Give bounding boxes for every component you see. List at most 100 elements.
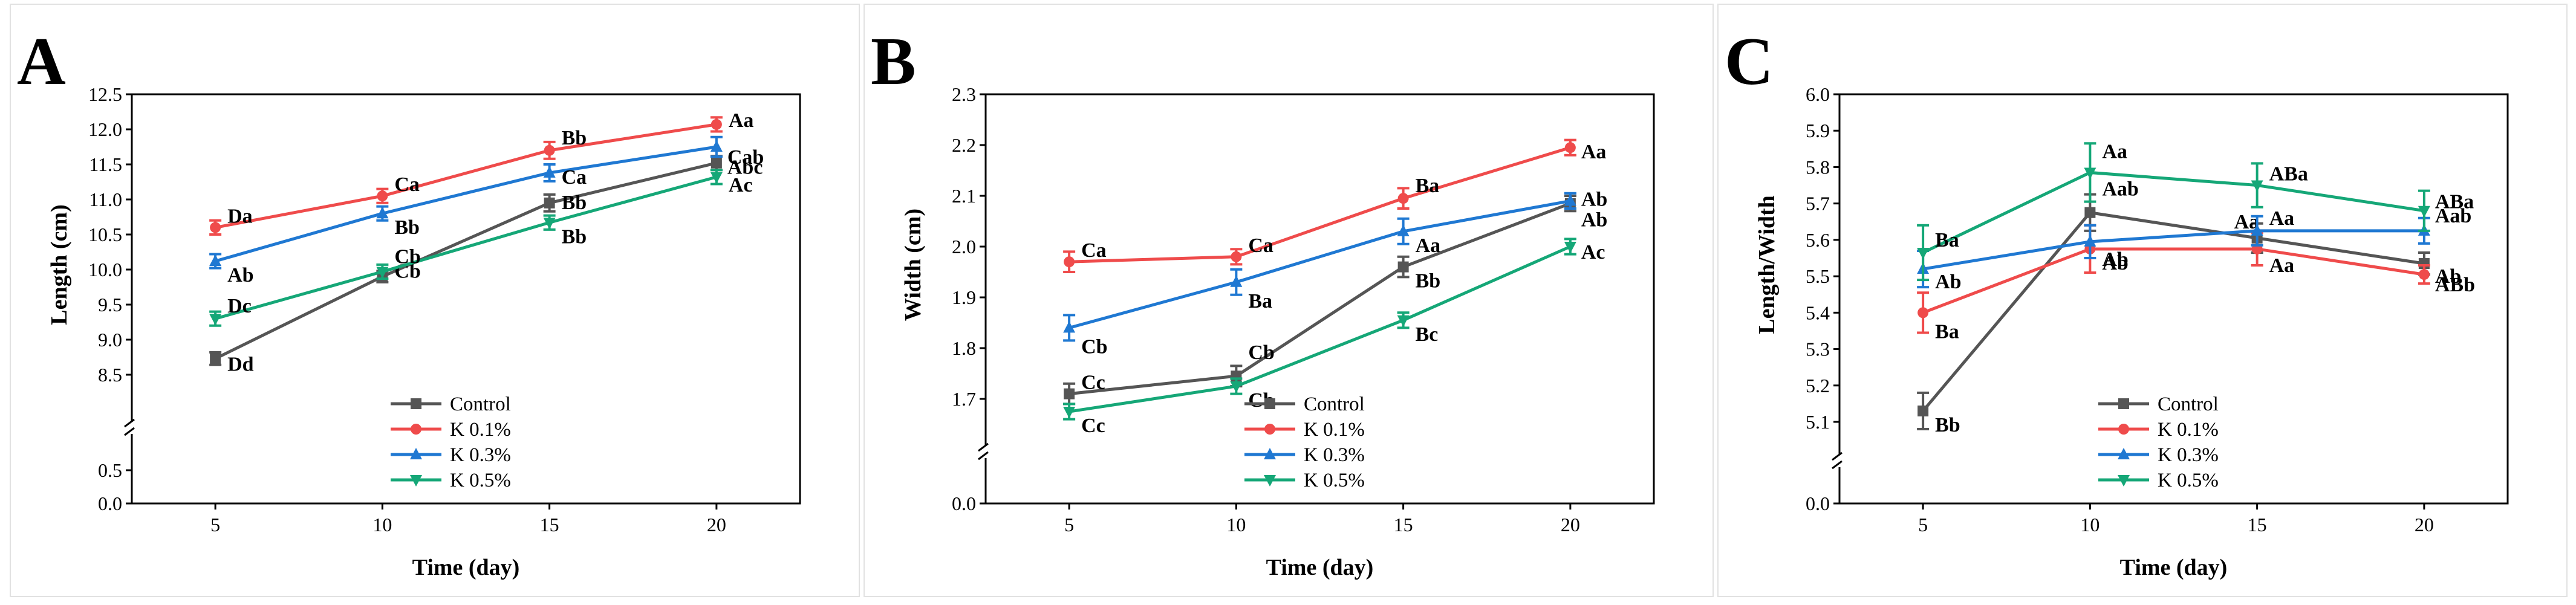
y-tick-label: 2.2 [952,134,976,156]
legend-marker [1264,475,1276,487]
y-tick-label: 0.5 [98,459,122,481]
significance-label: Dc [227,295,252,317]
series-line [1922,229,2424,271]
y-tick-label: 5.7 [1806,193,1830,215]
panel-letter: B [871,24,916,99]
significance-label: Cab [727,146,764,169]
data-point [376,267,389,279]
axis-break-mark [978,442,989,452]
legend-marker [2118,398,2129,409]
data-point [1397,193,1409,204]
significance-label: Cb [394,245,420,268]
data-point [376,207,389,219]
significance-label: Ca [394,173,420,196]
significance-label: Aa [729,109,754,132]
y-tick-label: 10.0 [88,259,122,280]
x-tick-label: 5 [1064,514,1074,535]
y-tick-label: 11.0 [89,189,122,210]
significance-label: Ab [227,264,253,286]
y-tick-label: 1.9 [952,286,976,308]
significance-label: Ab [2102,248,2128,271]
legend-label: K 0.3% [2158,444,2219,466]
significance-label: ABb [2435,274,2475,296]
legend-label: K 0.1% [2158,419,2219,441]
x-tick-label: 20 [1561,514,1580,535]
data-point [710,172,723,184]
y-tick-label: 5.8 [1806,156,1830,178]
y-tick-label: 8.5 [98,364,122,386]
panel-b: B 1.7 1.8 1.9 2.0 2.1 2.2 2.3 0.0 5 10 15 20 Time (d… [864,4,1714,597]
legend-marker [2118,475,2130,487]
x-tick-label: 10 [1226,514,1246,535]
y-axis-label: Length/Width [1754,195,1780,334]
significance-label: Bb [1416,270,1441,293]
significance-label: Bb [562,225,587,248]
data-point [2418,269,2430,280]
data-point [711,157,722,169]
series-line [215,123,717,229]
data-point [710,140,723,152]
y-tick-label: 1.7 [952,388,976,410]
significance-label: Ab [1581,209,1607,231]
data-point [1564,194,1576,206]
y-tick-label: 12.5 [88,83,122,105]
significance-label: Ca [1248,235,1273,257]
panel-letter: A [17,24,66,99]
y-tick-label: 9.5 [98,294,122,315]
data-point [2251,224,2263,236]
series-line [1922,170,2425,254]
significance-label: Cc [1081,372,1105,394]
significance-label: Bb [562,192,587,214]
significance-label: Aa [2102,140,2127,163]
y-tick-label: 10.5 [88,224,122,245]
legend-marker [2118,448,2130,459]
data-point [1397,224,1410,236]
y-tick-label: 0.0 [98,493,122,514]
legend-label: K 0.5% [450,470,511,491]
data-point [2084,235,2096,247]
significance-label: Ac [1581,241,1605,264]
axis-break-mark [1832,460,1843,470]
data-point [711,118,722,130]
data-point [1063,321,1076,333]
legend-marker [1264,424,1275,435]
data-point [543,166,556,178]
y-tick-label: 6.0 [1806,83,1830,105]
axis-break-mark [124,427,135,436]
data-point [1564,242,1576,253]
significance-label: Ac [729,174,753,196]
plot-frame [131,93,801,505]
data-point [1917,247,1930,259]
legend-label: K 0.5% [2158,470,2219,491]
data-point [377,190,388,202]
significance-label: Cb [1248,341,1274,364]
data-point [2418,205,2430,218]
data-point [1064,256,1075,268]
y-tick-label: 12.0 [88,118,122,140]
x-tick-label: 10 [372,514,392,535]
series-line [1922,247,2425,314]
significance-label: Aab [2102,178,2138,201]
significance-label: Aa [2269,207,2295,230]
legend-label: Control [2158,393,2219,415]
plot-frame [984,93,1655,505]
data-point [1397,315,1410,327]
significance-label: Da [227,205,253,227]
y-tick-label: 5.6 [1806,229,1830,251]
chart-a-svg: 8.5 9.0 9.5 10.0 10.5 11.0 11.5 12.0 12.5 0.0 0.5 5… [47,83,801,580]
legend-marker [411,398,421,409]
x-tick-label: 10 [2080,514,2100,535]
panel-letter: C [1725,24,1774,99]
axis-break-mark [978,451,989,461]
y-tick-label: 5.9 [1806,120,1830,141]
legend-marker [1264,448,1276,459]
significance-label: Ba [1416,175,1440,197]
significance-label: Bb [394,216,420,239]
data-point [2084,207,2096,218]
y-tick-label: 5.1 [1806,411,1830,433]
data-point [1064,388,1075,400]
y-tick-label: 5.5 [1806,265,1830,287]
panel-a: A 8.5 9.0 9.5 10.0 10.5 11.0 11.5 12.0 12.5 0.0 0.… [10,4,860,597]
data-point [1230,275,1243,287]
legend-marker [1264,398,1275,409]
